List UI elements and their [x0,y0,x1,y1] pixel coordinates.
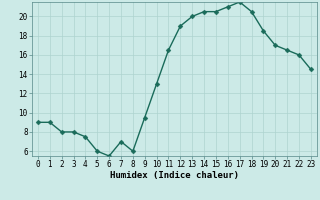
X-axis label: Humidex (Indice chaleur): Humidex (Indice chaleur) [110,171,239,180]
